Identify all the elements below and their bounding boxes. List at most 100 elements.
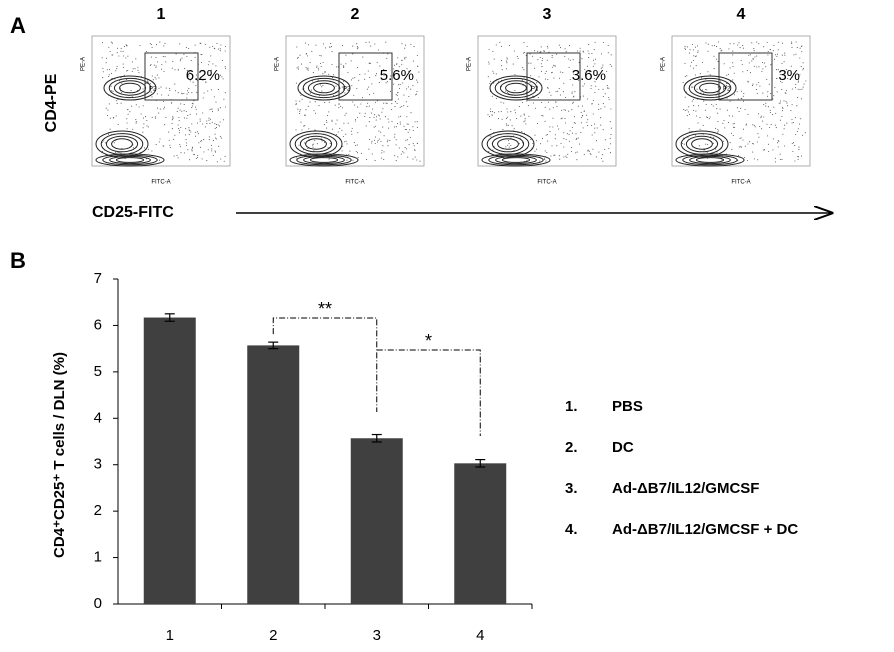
dot [209, 123, 210, 124]
dot [786, 123, 787, 124]
dot [225, 156, 226, 157]
dot [695, 111, 696, 112]
dot [365, 42, 366, 43]
dot [374, 114, 375, 115]
dot [509, 147, 510, 148]
dot [181, 111, 182, 112]
dot [348, 123, 349, 124]
dot [588, 44, 589, 45]
dot [374, 127, 375, 128]
dot [548, 88, 549, 89]
dot [593, 100, 594, 101]
dot [710, 116, 711, 117]
dot [214, 48, 215, 49]
dot [697, 52, 698, 53]
dot [701, 77, 702, 78]
dot [225, 68, 226, 69]
dot [720, 81, 721, 82]
dot [800, 48, 801, 49]
dot [295, 104, 296, 105]
dot [760, 117, 761, 118]
dot [175, 90, 176, 91]
dot [108, 134, 109, 135]
channel-label: PE-A [467, 57, 473, 71]
dot [588, 57, 589, 58]
dot [718, 41, 719, 42]
dot [734, 73, 735, 74]
dot [690, 65, 691, 66]
dot [777, 142, 778, 143]
dot [352, 53, 353, 54]
dot [133, 68, 134, 69]
dot [373, 93, 374, 94]
dot [523, 121, 524, 122]
dot [394, 134, 395, 135]
dot [764, 149, 765, 150]
dot [727, 110, 728, 111]
x-axis-label: CD25-FITC [92, 204, 174, 221]
dot [332, 129, 333, 130]
dot [691, 87, 692, 88]
dot [127, 122, 128, 123]
dot [611, 128, 612, 129]
dot [307, 148, 308, 149]
dot [406, 101, 407, 102]
dot [152, 117, 153, 118]
dot [357, 46, 358, 47]
dot [581, 58, 582, 59]
dot [507, 145, 508, 146]
dot [545, 107, 546, 108]
dot [571, 151, 572, 152]
dot [720, 108, 721, 109]
dot [406, 129, 407, 130]
dot [121, 83, 122, 84]
dot [765, 103, 766, 104]
legend-number: 4. [565, 521, 578, 538]
dot [391, 121, 392, 122]
dot [501, 65, 502, 66]
dot [518, 58, 519, 59]
dot [706, 104, 707, 105]
dot [344, 115, 345, 116]
dot [730, 81, 731, 82]
dot [298, 69, 299, 70]
dot [685, 49, 686, 50]
dot [354, 77, 355, 78]
dot [111, 90, 112, 91]
dot [161, 64, 162, 65]
dot [574, 91, 575, 92]
dot [164, 43, 165, 44]
dot [782, 110, 783, 111]
dot [561, 110, 562, 111]
dot [699, 117, 700, 118]
dot [580, 48, 581, 49]
dot [590, 153, 591, 154]
dot [132, 129, 133, 130]
dot [201, 62, 202, 63]
dot [163, 56, 164, 57]
dot [488, 62, 489, 63]
dot [756, 66, 757, 67]
dot [537, 51, 538, 52]
dot [316, 67, 317, 68]
dot [683, 109, 684, 110]
dot [324, 102, 325, 103]
dot [583, 127, 584, 128]
dot [335, 105, 336, 106]
dot [795, 117, 796, 118]
dot [152, 47, 153, 48]
dot [572, 93, 573, 94]
dot [602, 154, 603, 155]
dot [693, 110, 694, 111]
dot [148, 149, 149, 150]
dot [587, 150, 588, 151]
dot [172, 123, 173, 124]
dot [520, 116, 521, 117]
dot [127, 56, 128, 57]
dot [563, 132, 564, 133]
dot [377, 62, 378, 63]
dot [180, 59, 181, 60]
dot [505, 146, 506, 147]
dot [546, 71, 547, 72]
dot [351, 60, 352, 61]
